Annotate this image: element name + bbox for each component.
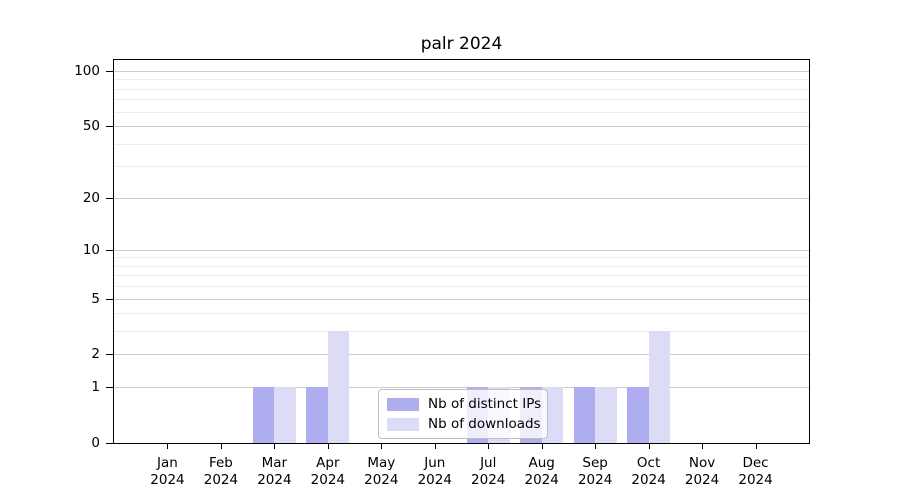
bar-distinct-ips — [252, 387, 275, 443]
x-tick-label: Mar 2024 — [257, 455, 292, 488]
x-tick-label: May 2024 — [364, 455, 399, 488]
gridline-major — [114, 197, 809, 199]
legend-swatch-downloads — [387, 417, 419, 431]
legend-swatch-distinct-ips — [387, 397, 419, 411]
y-tick-mark — [106, 354, 113, 356]
plot-area: Nb of distinct IPs Nb of downloads — [113, 59, 810, 444]
legend-row-distinct-ips: Nb of distinct IPs — [387, 396, 542, 412]
x-axis: Jan 2024 Feb 2024 Mar 2024 Apr 2024 May 2024 Jun 20… — [113, 444, 810, 500]
x-tick-label: Sep 2024 — [577, 455, 613, 488]
bar-downloads — [274, 387, 296, 443]
gridline-minor — [114, 275, 809, 277]
y-tick-label: 50 — [82, 118, 100, 135]
gridline-minor — [114, 331, 809, 333]
y-tick-mark — [106, 443, 113, 444]
bar-downloads — [648, 331, 670, 443]
x-tick-label: Jun 2024 — [417, 455, 452, 488]
bar-downloads — [595, 387, 617, 443]
legend-label-downloads: Nb of downloads — [428, 416, 541, 432]
chart-title: palr 2024 — [420, 34, 503, 54]
x-tick-mark — [327, 444, 329, 449]
gridline-minor — [114, 313, 809, 315]
gridline-major — [114, 387, 809, 389]
legend: Nb of distinct IPs Nb of downloads — [378, 389, 548, 439]
bar-distinct-ips — [306, 387, 328, 443]
gridline-minor — [114, 88, 809, 90]
x-tick-label: Jul 2024 — [471, 455, 506, 488]
gridline-minor — [114, 143, 809, 145]
y-tick-label: 20 — [82, 189, 100, 206]
x-tick-mark — [648, 444, 650, 449]
gridline-minor — [114, 79, 809, 81]
y-tick-mark — [106, 71, 113, 72]
bar-distinct-ips — [627, 387, 649, 443]
bar-distinct-ips — [573, 387, 596, 443]
x-tick-mark — [434, 444, 436, 449]
x-tick-mark — [595, 444, 597, 449]
y-tick-mark — [106, 298, 113, 300]
y-tick-label: 100 — [74, 63, 100, 79]
bar-downloads — [327, 331, 350, 443]
x-tick-mark — [755, 444, 757, 449]
x-tick-label: Jan 2024 — [150, 455, 185, 488]
x-tick-mark — [220, 444, 222, 449]
x-tick-label: Aug 2024 — [524, 455, 559, 488]
gridline-minor — [114, 111, 809, 113]
gridline-major — [114, 126, 809, 128]
x-tick-label: Oct 2024 — [631, 455, 666, 488]
y-tick-mark — [106, 387, 113, 389]
y-tick-mark — [106, 197, 113, 199]
gridline-minor — [114, 257, 809, 259]
x-tick-mark — [381, 444, 383, 449]
gridline-minor — [114, 166, 809, 168]
x-tick-label: Apr 2024 — [310, 455, 346, 488]
x-tick-label: Dec 2024 — [738, 455, 773, 488]
x-tick-mark — [274, 444, 276, 449]
x-tick-label: Feb 2024 — [203, 455, 239, 488]
gridline-major — [114, 71, 809, 72]
y-tick-label: 0 — [91, 435, 100, 451]
gridline-major — [114, 298, 809, 300]
gridline-major — [114, 249, 809, 251]
gridline-major — [114, 354, 809, 356]
x-tick-label: Nov 2024 — [684, 455, 720, 488]
gridline-minor — [114, 99, 809, 101]
x-tick-mark — [167, 444, 169, 449]
x-tick-mark — [702, 444, 704, 449]
y-axis: 0 1 2 5 10 20 50 100 — [0, 59, 113, 450]
y-tick-label: 5 — [91, 290, 100, 307]
x-tick-mark — [488, 444, 490, 449]
y-tick-mark — [106, 126, 113, 128]
gridline-minor — [114, 265, 809, 267]
y-tick-label: 2 — [91, 346, 100, 363]
legend-label-distinct-ips: Nb of distinct IPs — [428, 396, 542, 412]
y-tick-mark — [106, 249, 113, 251]
gridline-minor — [114, 286, 809, 288]
legend-row-downloads: Nb of downloads — [387, 416, 541, 432]
y-tick-label: 1 — [91, 379, 100, 396]
y-tick-label: 10 — [82, 241, 100, 258]
x-tick-mark — [541, 444, 543, 449]
